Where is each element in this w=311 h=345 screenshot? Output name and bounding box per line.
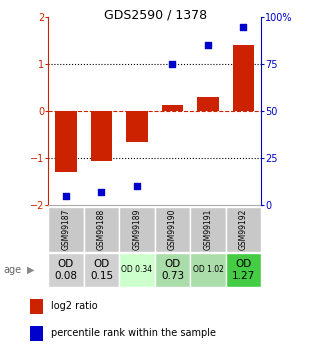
Text: percentile rank within the sample: percentile rank within the sample xyxy=(51,328,216,338)
Bar xyxy=(91,111,112,161)
Bar xyxy=(119,253,155,287)
Point xyxy=(99,189,104,195)
Text: GDS2590 / 1378: GDS2590 / 1378 xyxy=(104,9,207,22)
Text: OD
0.08: OD 0.08 xyxy=(54,259,77,280)
Point xyxy=(206,43,211,48)
Bar xyxy=(84,207,119,252)
Bar xyxy=(55,111,77,172)
Bar xyxy=(126,111,148,142)
Text: OD 1.02: OD 1.02 xyxy=(193,265,223,274)
Text: ▶: ▶ xyxy=(27,265,35,275)
Text: GSM99187: GSM99187 xyxy=(62,209,71,250)
Text: age: age xyxy=(3,265,21,275)
Bar xyxy=(48,253,84,287)
Bar xyxy=(226,207,261,252)
Bar xyxy=(233,46,254,111)
Bar xyxy=(155,253,190,287)
Point xyxy=(134,184,139,189)
Bar xyxy=(162,105,183,111)
Text: GSM99190: GSM99190 xyxy=(168,209,177,250)
Text: log2 ratio: log2 ratio xyxy=(51,302,98,312)
Bar xyxy=(30,326,43,341)
Text: GSM99191: GSM99191 xyxy=(203,209,212,250)
Text: GSM99188: GSM99188 xyxy=(97,209,106,250)
Text: GSM99189: GSM99189 xyxy=(132,209,142,250)
Text: OD
0.15: OD 0.15 xyxy=(90,259,113,280)
Text: OD
1.27: OD 1.27 xyxy=(232,259,255,280)
Point xyxy=(63,193,68,199)
Bar xyxy=(48,207,84,252)
Bar xyxy=(190,253,226,287)
Point xyxy=(241,24,246,29)
Bar xyxy=(119,207,155,252)
Bar xyxy=(84,253,119,287)
Text: GSM99192: GSM99192 xyxy=(239,209,248,250)
Text: OD 0.34: OD 0.34 xyxy=(121,265,152,274)
Bar xyxy=(155,207,190,252)
Bar xyxy=(226,253,261,287)
Bar xyxy=(30,299,43,314)
Text: OD
0.73: OD 0.73 xyxy=(161,259,184,280)
Bar xyxy=(190,207,226,252)
Point xyxy=(170,61,175,67)
Bar xyxy=(197,97,219,111)
